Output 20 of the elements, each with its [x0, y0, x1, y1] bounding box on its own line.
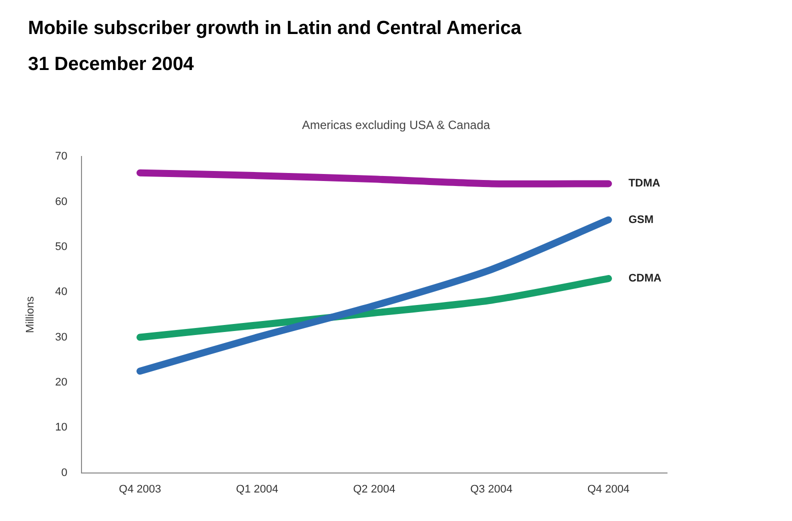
y-tick-label: 40: [55, 286, 68, 298]
series-label: CDMA: [628, 272, 662, 285]
y-tick-label: 50: [55, 240, 68, 253]
chart-subtitle: 31 December 2004: [28, 54, 194, 76]
text: Americas excluding USA & Canada: [300, 118, 492, 132]
x-tick-label: Q4 2003: [118, 483, 162, 496]
y-tick-label: 20: [55, 376, 68, 388]
y-axis-title: Millions: [24, 296, 37, 334]
y-tick-label: 30: [55, 331, 68, 344]
series-label: TDMA: [628, 178, 660, 190]
x-tick-label: Q4 2004: [587, 483, 630, 496]
chart-title: Mobile subscriber growth in Latin and Central America: [28, 18, 522, 40]
y-tick-label: 0: [61, 466, 68, 479]
x-tick-label: Q1 2004: [236, 483, 278, 496]
y-tick-label: 10: [55, 422, 68, 434]
x-tick-label: Q3 2004: [470, 483, 512, 496]
series-label: GSM: [628, 214, 654, 226]
y-tick-label: 60: [55, 196, 68, 208]
x-tick-label: Q2 2004: [353, 483, 396, 496]
y-tick-label: 70: [55, 150, 68, 163]
